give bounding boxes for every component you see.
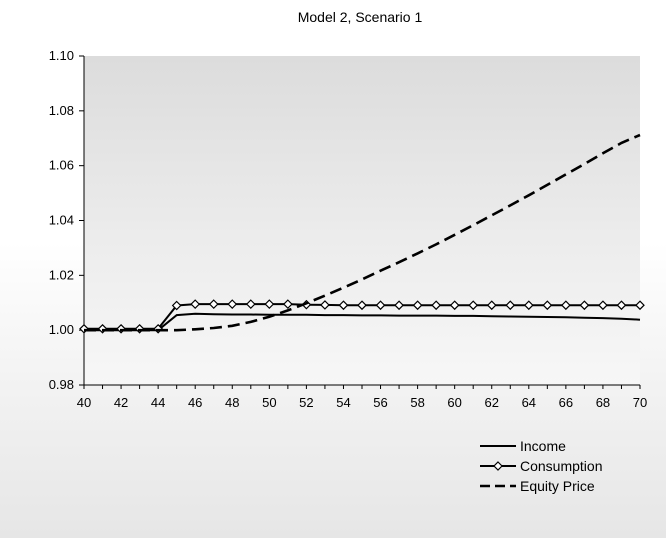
series-consumption-point	[579, 300, 590, 311]
series-consumption-point	[431, 300, 441, 311]
series-consumption-point	[561, 300, 571, 311]
legend-consumption-label: Consumption	[520, 458, 603, 474]
series-consumption-point	[283, 299, 293, 309]
series-consumption-point	[245, 299, 256, 309]
x-tick-label: 70	[633, 395, 647, 410]
series-consumption-point	[171, 300, 182, 311]
series-income-line	[84, 312, 641, 332]
series-consumption-point	[616, 300, 627, 311]
series-consumption-point	[394, 300, 404, 311]
series-consumption-point	[375, 300, 386, 311]
series-equity-price-line	[84, 133, 641, 332]
series-consumption-point	[357, 300, 367, 311]
series-consumption-point	[468, 300, 479, 311]
series-consumption-point	[542, 300, 553, 311]
y-tick-label: 1.10	[49, 48, 74, 63]
y-tick-label: 1.02	[49, 267, 74, 282]
x-tick-label: 48	[225, 395, 239, 410]
x-tick-label: 56	[373, 395, 387, 410]
series-consumption-point	[264, 299, 275, 309]
legend: Income Consumption Equity Price	[480, 438, 603, 494]
series-consumption-point	[338, 300, 349, 311]
x-tick-label: 68	[596, 395, 610, 410]
y-tick-label: 1.04	[49, 213, 74, 228]
series-consumption-point	[320, 300, 330, 310]
series-consumption-point	[486, 300, 497, 311]
series-consumption-point	[598, 300, 608, 311]
plot-area	[84, 56, 640, 385]
x-tick-label: 54	[336, 395, 350, 410]
x-tick-label: 60	[447, 395, 461, 410]
series-consumption-point	[227, 299, 238, 309]
x-tick-label: 66	[559, 395, 573, 410]
series-consumption-point	[208, 299, 219, 309]
y-tick-label: 0.98	[49, 377, 74, 392]
legend-equity-price-label: Equity Price	[520, 478, 595, 494]
series-consumption-point	[635, 300, 645, 311]
series-consumption-point	[523, 300, 534, 311]
legend-consumption-marker	[493, 461, 503, 471]
x-tick-label: 62	[484, 395, 498, 410]
x-tick-label: 64	[522, 395, 536, 410]
x-tick-label: 50	[262, 395, 276, 410]
series-consumption-point	[449, 300, 460, 311]
x-tick-label: 40	[77, 395, 91, 410]
x-tick-label: 52	[299, 395, 313, 410]
x-tick-label: 58	[410, 395, 424, 410]
series-layer	[79, 133, 645, 334]
series-consumption-point	[190, 299, 201, 309]
y-tick-label: 1.06	[49, 158, 74, 173]
chart-title: Model 2, Scenario 1	[298, 9, 423, 25]
series-consumption-point	[412, 300, 423, 311]
legend-income-label: Income	[520, 438, 566, 454]
x-tick-label: 46	[188, 395, 202, 410]
y-tick-label: 1.00	[49, 322, 74, 337]
series-consumption-point	[505, 300, 516, 311]
x-tick-label: 42	[114, 395, 128, 410]
x-tick-label: 44	[151, 395, 165, 410]
y-tick-label: 1.08	[49, 103, 74, 118]
